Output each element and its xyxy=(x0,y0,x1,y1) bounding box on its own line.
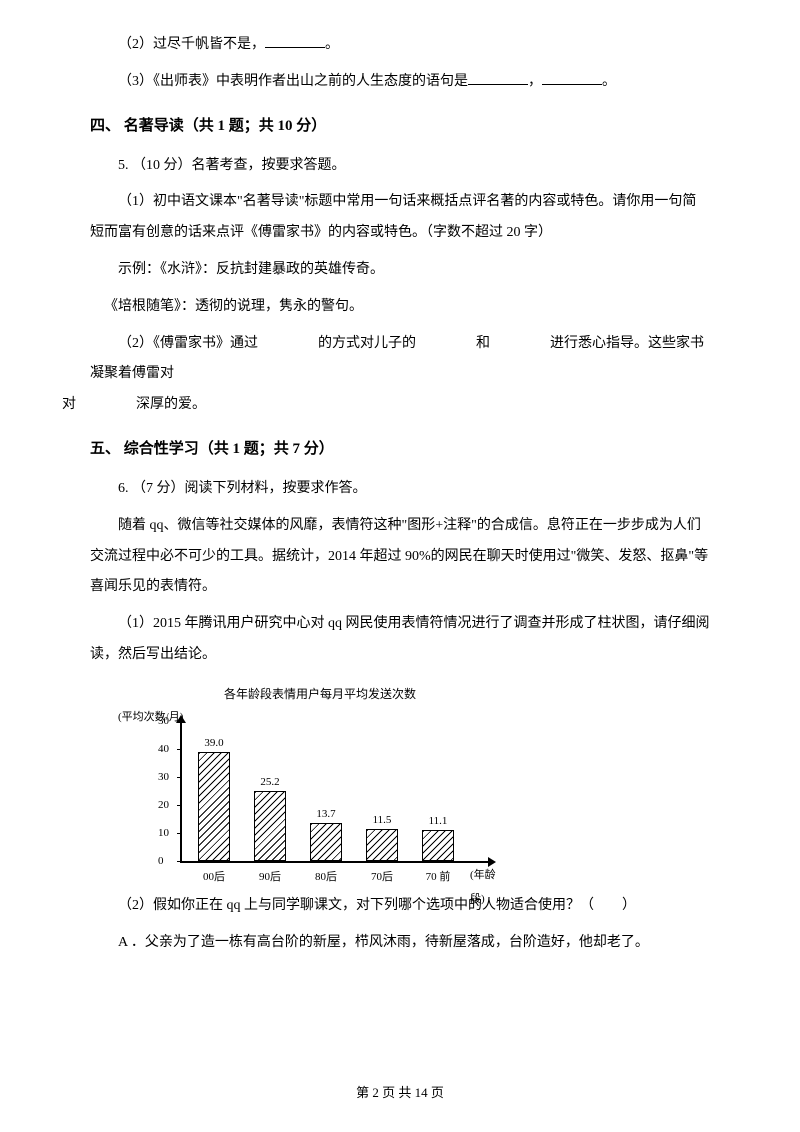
bar xyxy=(366,829,398,861)
bar-value-label: 39.0 xyxy=(194,738,234,749)
q5-intro: 5. （10 分）名著考查，按要求答题。 xyxy=(90,151,710,182)
x-category-label: 80后 xyxy=(306,865,346,889)
y-axis xyxy=(180,721,182,861)
q3-sep: ， xyxy=(528,74,542,89)
y-tick-mark xyxy=(177,833,181,834)
q5-1: （1）初中语文课本"名著导读"标题中常用一句话来概括点评名著的内容或特色。请你用… xyxy=(90,187,710,249)
q2-text: （2）过尽千帆皆不是， xyxy=(118,37,265,52)
q6-p1: 随着 qq、微信等社交媒体的风靡，表情符这种"图形+注释"的合成信。息符正在一步… xyxy=(90,511,710,603)
y-tick-label: 10 xyxy=(158,828,169,839)
bar-value-label: 13.7 xyxy=(306,809,346,820)
y-tick-mark xyxy=(177,861,181,862)
bar xyxy=(254,791,286,862)
chart-ylabel: (平均次数/月) xyxy=(118,705,183,729)
y-tick-mark xyxy=(177,749,181,750)
x-category-label: 70后 xyxy=(362,865,402,889)
y-tick-mark xyxy=(177,805,181,806)
q3-text: （3）《出师表》中表明作者出山之前的人生态度的语句是 xyxy=(118,74,468,89)
page-footer: 第 2 页 共 14 页 xyxy=(0,1079,800,1108)
y-tick-label: 0 xyxy=(158,856,164,867)
bar xyxy=(422,830,454,861)
bar-value-label: 11.5 xyxy=(362,815,402,826)
x-category-label: 70 前 xyxy=(418,865,458,889)
chart-xlabel-axis: (年龄段) xyxy=(470,863,510,911)
bar xyxy=(310,823,342,861)
q3-blank2[interactable] xyxy=(542,71,602,85)
q5-2e: 对 xyxy=(62,397,76,412)
y-tick-label: 20 xyxy=(158,800,169,811)
bar-value-label: 11.1 xyxy=(418,816,458,827)
section-4-heading: 四、 名著导读（共 1 题；共 10 分） xyxy=(90,110,710,143)
q5-example1: 示例：《水浒》：反抗封建暴政的英雄传奇。 xyxy=(90,255,710,286)
q2-end: 。 xyxy=(325,37,339,52)
x-category-label: 90后 xyxy=(250,865,290,889)
q6-intro: 6. （7 分）阅读下列材料，按要求作答。 xyxy=(90,474,710,505)
q3-line: （3）《出师表》中表明作者出山之前的人生态度的语句是 ， 。 xyxy=(90,67,710,98)
x-axis xyxy=(180,861,490,863)
y-tick-label: 40 xyxy=(158,744,169,755)
q3-blank1[interactable] xyxy=(468,71,528,85)
q5-example2: 《培根随笔》：透彻的说理，隽永的警句。 xyxy=(90,292,710,323)
q5-2c: 和 xyxy=(476,336,490,351)
section-5-heading: 五、 综合性学习（共 1 题；共 7 分） xyxy=(90,433,710,466)
chart-container: 各年龄段表情用户每月平均发送次数 (平均次数/月) (年龄段) 01020304… xyxy=(130,681,510,881)
chart-title: 各年龄段表情用户每月平均发送次数 xyxy=(130,681,510,707)
y-tick-mark xyxy=(177,777,181,778)
q5-2: （2）《傅雷家书》通过的方式对儿子的和进行悉心指导。这些家书凝聚着傅雷对对深厚的… xyxy=(90,329,710,421)
q5-2f: 深厚的爱。 xyxy=(136,397,206,412)
q2-blank[interactable] xyxy=(265,34,325,48)
q2-line: （2）过尽千帆皆不是， 。 xyxy=(90,30,710,61)
y-tick-label: 50 xyxy=(158,716,169,727)
bar-value-label: 25.2 xyxy=(250,777,290,788)
q3-end: 。 xyxy=(602,74,616,89)
x-category-label: 00后 xyxy=(194,865,234,889)
q6-1: （1）2015 年腾讯用户研究中心对 qq 网民使用表情符情况进行了调查并形成了… xyxy=(90,609,710,671)
q5-2a: （2）《傅雷家书》通过 xyxy=(118,336,258,351)
q6-2: （2）假如你正在 qq 上与同学聊课文，对下列哪个选项中的人物适合使用？（ ） xyxy=(90,891,710,922)
y-tick-label: 30 xyxy=(158,772,169,783)
y-tick-mark xyxy=(177,721,181,722)
q6-option-a: A ．父亲为了造一栋有高台阶的新屋，栉风沐雨，待新屋落成，台阶造好，他却老了。 xyxy=(90,928,710,959)
q5-2b: 的方式对儿子的 xyxy=(318,336,416,351)
bar xyxy=(198,752,230,861)
bar-chart: (平均次数/月) (年龄段) 0102030405039.000后25.290后… xyxy=(130,711,510,881)
